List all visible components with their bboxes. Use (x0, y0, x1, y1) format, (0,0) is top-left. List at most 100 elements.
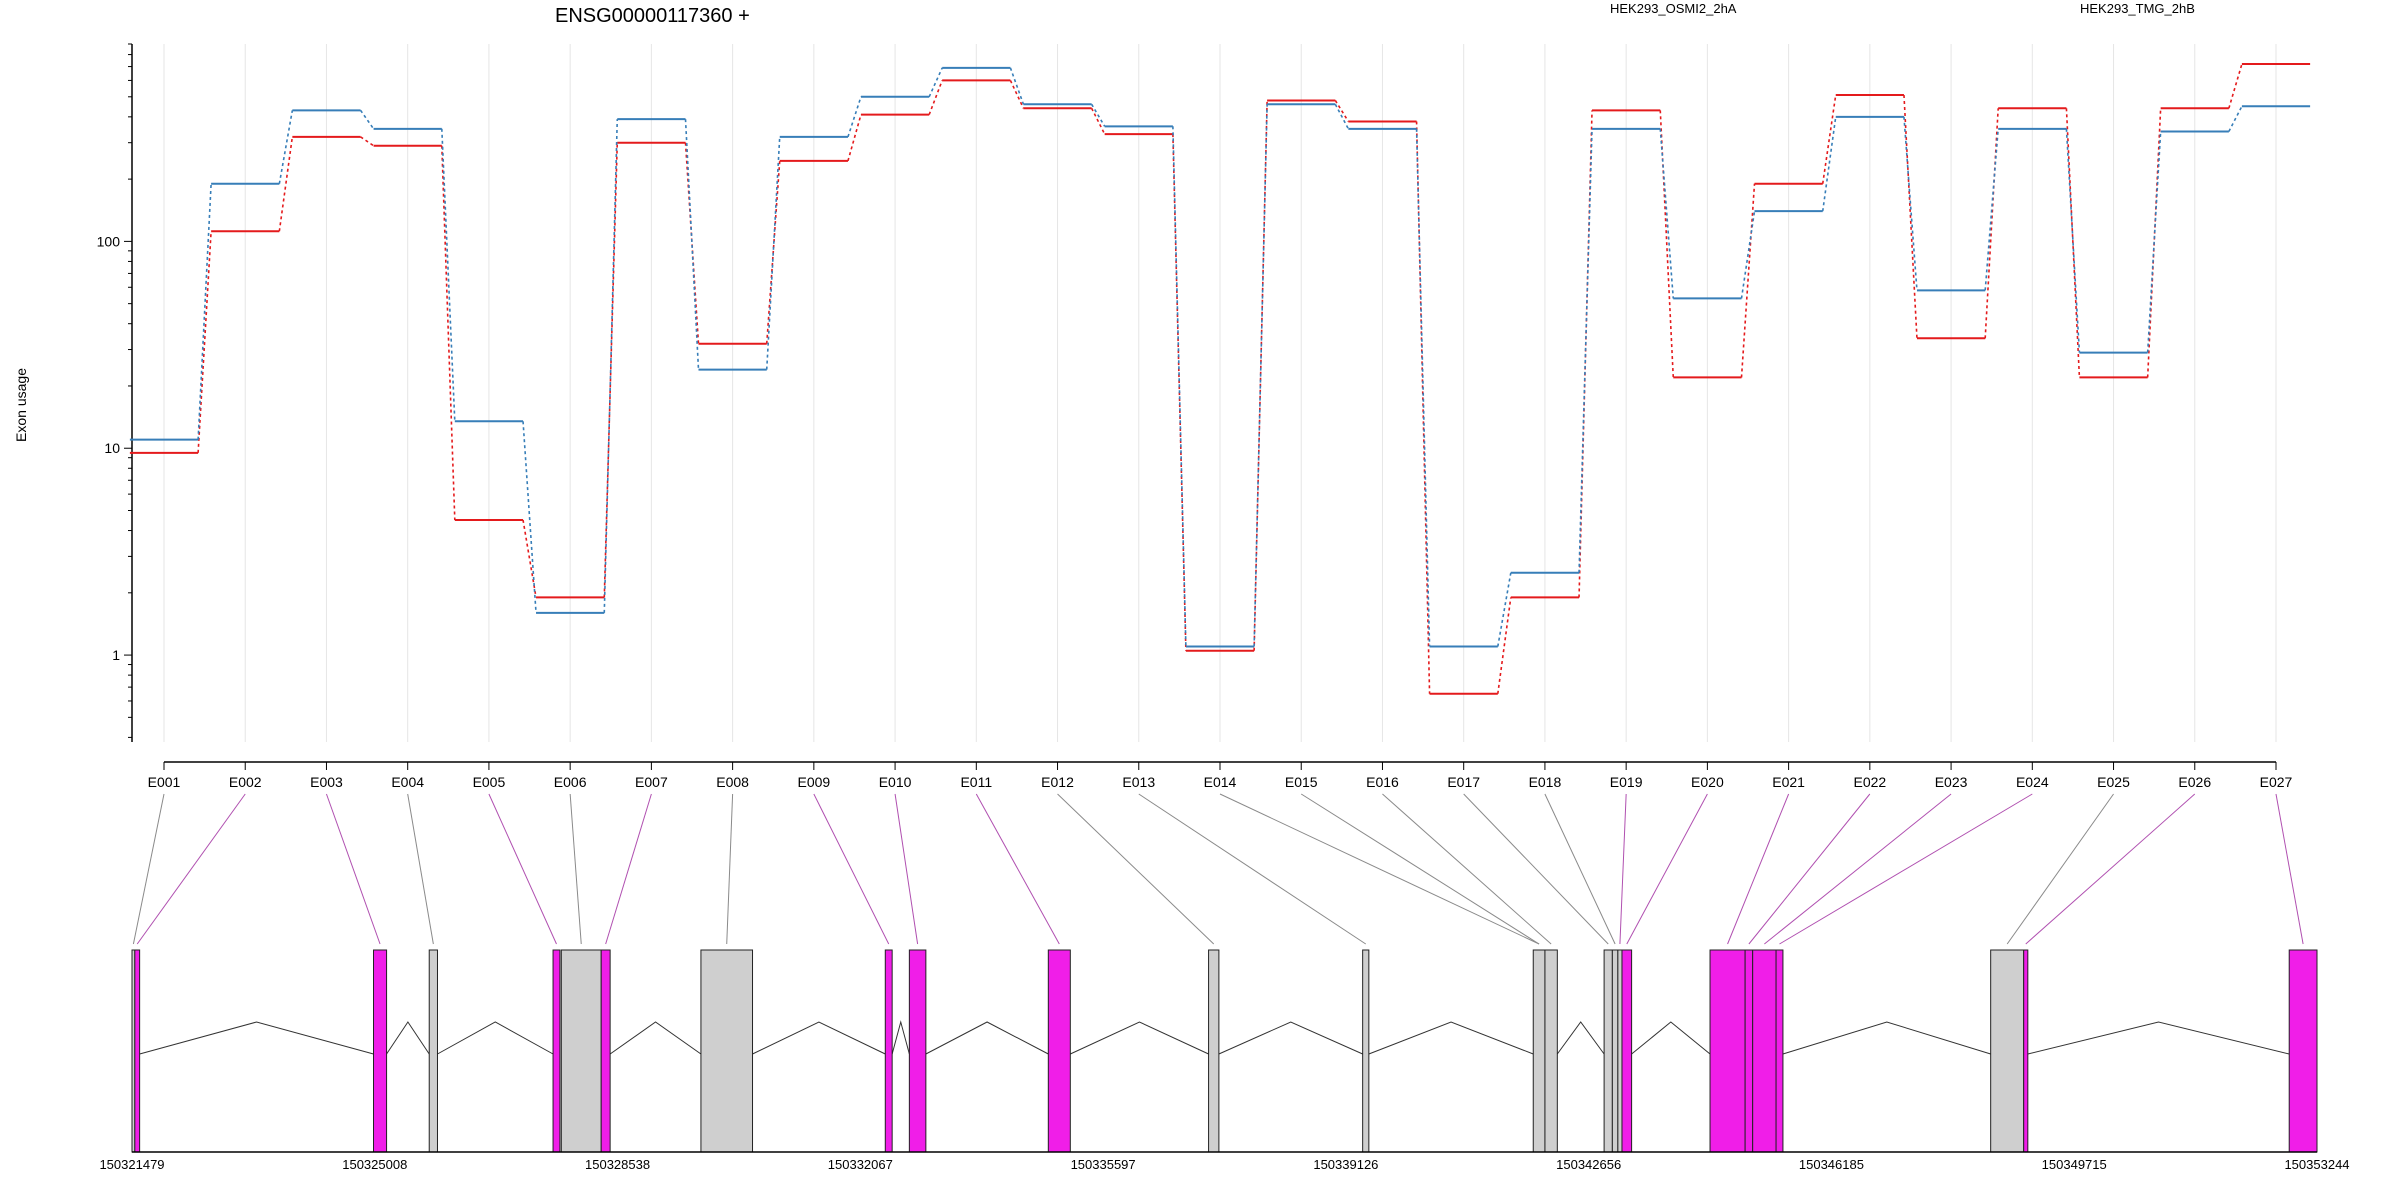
intron-line (1218, 1021, 1363, 1055)
genomic-axis: 150321479 150325008 150328538 150332067 1503… (99, 1151, 2350, 1172)
series-2-connector (2065, 128, 2081, 353)
genomic-tick-label: 150349715 (2042, 1157, 2107, 1172)
connector-E004 (407, 793, 434, 945)
exon-label-E005: E005 (473, 774, 506, 790)
genomic-tick-label: 150325008 (342, 1157, 407, 1172)
exon-box (1047, 949, 1071, 1153)
connector-E011 (975, 793, 1060, 945)
connector-E023 (1764, 793, 1952, 945)
connector-E021 (1727, 793, 1790, 945)
grid-lines (163, 44, 2277, 742)
series-1-connector (1009, 80, 1025, 109)
genomic-tick-label: 150321479 (99, 1157, 164, 1172)
series-2-connector (1253, 104, 1268, 647)
exon-box (2288, 949, 2318, 1153)
series-lines (129, 63, 2311, 695)
gene-model (131, 949, 2318, 1153)
connector-E013 (1138, 793, 1367, 945)
intron-line (752, 1021, 886, 1055)
exon-box (428, 949, 438, 1153)
connector-E027 (2275, 793, 2304, 945)
y-tick-label: 10 (104, 440, 120, 456)
series-1-connector (522, 519, 537, 598)
exon-box (600, 949, 611, 1153)
chart-title: ENSG00000117360 + (555, 5, 750, 27)
series-1-connector (765, 160, 781, 344)
genomic-tick-label: 150339126 (1313, 1157, 1378, 1172)
series-2-connector (1172, 126, 1187, 647)
connector-E024 (1779, 793, 2033, 945)
series-2 (129, 66, 2311, 648)
exon-box (1752, 949, 1777, 1153)
series-2-connector (1497, 572, 1512, 647)
connector-E020 (1626, 793, 1708, 945)
series-2-connector (1659, 128, 1675, 299)
exon-label-E021: E021 (1772, 774, 1805, 790)
series-1-connector (197, 231, 212, 453)
series-1-connector (360, 136, 375, 147)
series-1-connector (1497, 597, 1512, 694)
exon-label-E004: E004 (391, 774, 424, 790)
series-2-connector (928, 67, 943, 98)
connector-E026 (2025, 793, 2196, 945)
genomic-tick-label: 150332067 (828, 1157, 893, 1172)
intron-line (925, 1021, 1049, 1055)
exon-box (1362, 949, 1370, 1153)
exon-label-E023: E023 (1935, 774, 1968, 790)
genomic-tick-label: 150328538 (585, 1157, 650, 1172)
exon-label-E022: E022 (1853, 774, 1886, 790)
series-1-connector (1334, 100, 1350, 122)
connector-E017 (1463, 793, 1609, 945)
series-2-connector (359, 109, 375, 130)
exon-box (908, 949, 927, 1153)
exon-label-E024: E024 (2016, 774, 2049, 790)
exon-box (1775, 949, 1784, 1153)
series-1-connector (1821, 94, 1837, 184)
exon-box (373, 949, 388, 1153)
genomic-tick-label: 150335597 (1071, 1157, 1136, 1172)
exon-label-E012: E012 (1041, 774, 1074, 790)
connector-E009 (813, 793, 890, 945)
exon-label-E015: E015 (1285, 774, 1318, 790)
series-2-connector (522, 421, 537, 613)
exon-label-E003: E003 (310, 774, 343, 790)
series-2-connector (1415, 128, 1431, 647)
exon-label-E011: E011 (960, 774, 992, 790)
series-1-connector (603, 142, 619, 598)
exon-label-E016: E016 (1366, 774, 1399, 790)
exon-box (1621, 949, 1633, 1153)
series-1-connector (684, 142, 700, 344)
connector-E008 (726, 793, 734, 945)
intron-line (386, 1021, 430, 1055)
exon-box (1744, 949, 1754, 1153)
series-2-connector (847, 96, 862, 138)
exon-box (700, 949, 754, 1153)
y-axis: 1 10 100 (97, 43, 133, 742)
series-1-connector (1903, 94, 1918, 339)
series-1-connector (1984, 108, 1999, 339)
exon-box (560, 949, 602, 1153)
series-2-connector (278, 110, 294, 184)
series-1-connector (1659, 110, 1675, 378)
legend-series-1: HEK293_OSMI2_2hA (1610, 1, 1737, 16)
series-2-connector (1090, 103, 1106, 127)
intron-line (139, 1021, 374, 1055)
exon-box (884, 949, 893, 1153)
series-2-connector (2228, 105, 2243, 132)
exon-label-E019: E019 (1610, 774, 1643, 790)
genomic-tick-label: 150353244 (2284, 1157, 2349, 1172)
series-1-connector (847, 114, 862, 162)
exon-connectors (132, 793, 2304, 945)
exon-box (1544, 949, 1558, 1153)
y-tick-label: 1 (112, 647, 120, 663)
connector-E005 (488, 793, 557, 945)
connector-E001 (132, 793, 165, 945)
intron-line (2027, 1021, 2290, 1055)
exon-box (1709, 949, 1746, 1153)
exon-box (552, 949, 561, 1153)
series-1-connector (1253, 100, 1268, 651)
series-2-connector (684, 119, 700, 370)
connector-E014 (1219, 793, 1540, 945)
connector-E002 (136, 793, 246, 945)
